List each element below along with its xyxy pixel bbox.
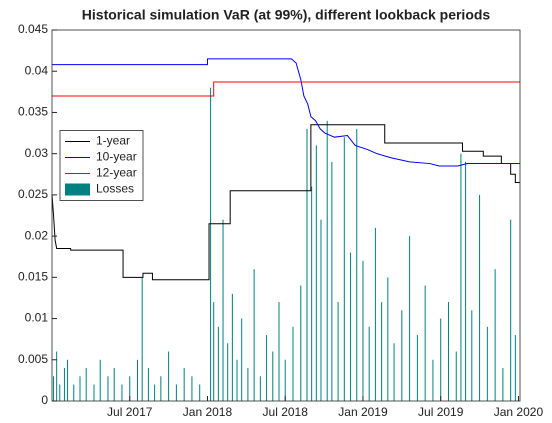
y-tick-label: 0.015: [18, 270, 48, 284]
legend-label: Losses: [96, 182, 134, 196]
legend-label: 1-year: [96, 134, 130, 148]
legend-label: 10-year: [96, 150, 137, 164]
chart-title: Historical simulation VaR (at 99%), diff…: [82, 7, 491, 23]
series-line: [52, 81, 520, 97]
y-tick-label: 0.005: [18, 352, 48, 366]
x-tick-label: Jan 2020: [494, 405, 544, 419]
series-line: [52, 58, 520, 167]
y-tick-label: 0.02: [25, 228, 49, 242]
x-tick-label: Jul 2019: [418, 405, 464, 419]
x-tick-label: Jul 2017: [107, 405, 153, 419]
legend-label: 12-year: [96, 166, 137, 180]
y-tick-label: 0: [41, 393, 48, 407]
y-tick-label: 0.045: [18, 22, 48, 36]
x-tick-label: Jan 2018: [183, 405, 233, 419]
y-tick-label: 0.04: [25, 63, 49, 77]
y-tick-label: 0.025: [18, 187, 48, 201]
legend-swatch: [65, 183, 90, 196]
x-tick-label: Jan 2019: [338, 405, 388, 419]
y-tick-label: 0.01: [25, 311, 49, 325]
x-tick-label: Jul 2018: [263, 405, 309, 419]
y-tick-label: 0.03: [25, 146, 49, 160]
y-tick-label: 0.035: [18, 105, 48, 119]
plot-frame: [51, 29, 521, 402]
